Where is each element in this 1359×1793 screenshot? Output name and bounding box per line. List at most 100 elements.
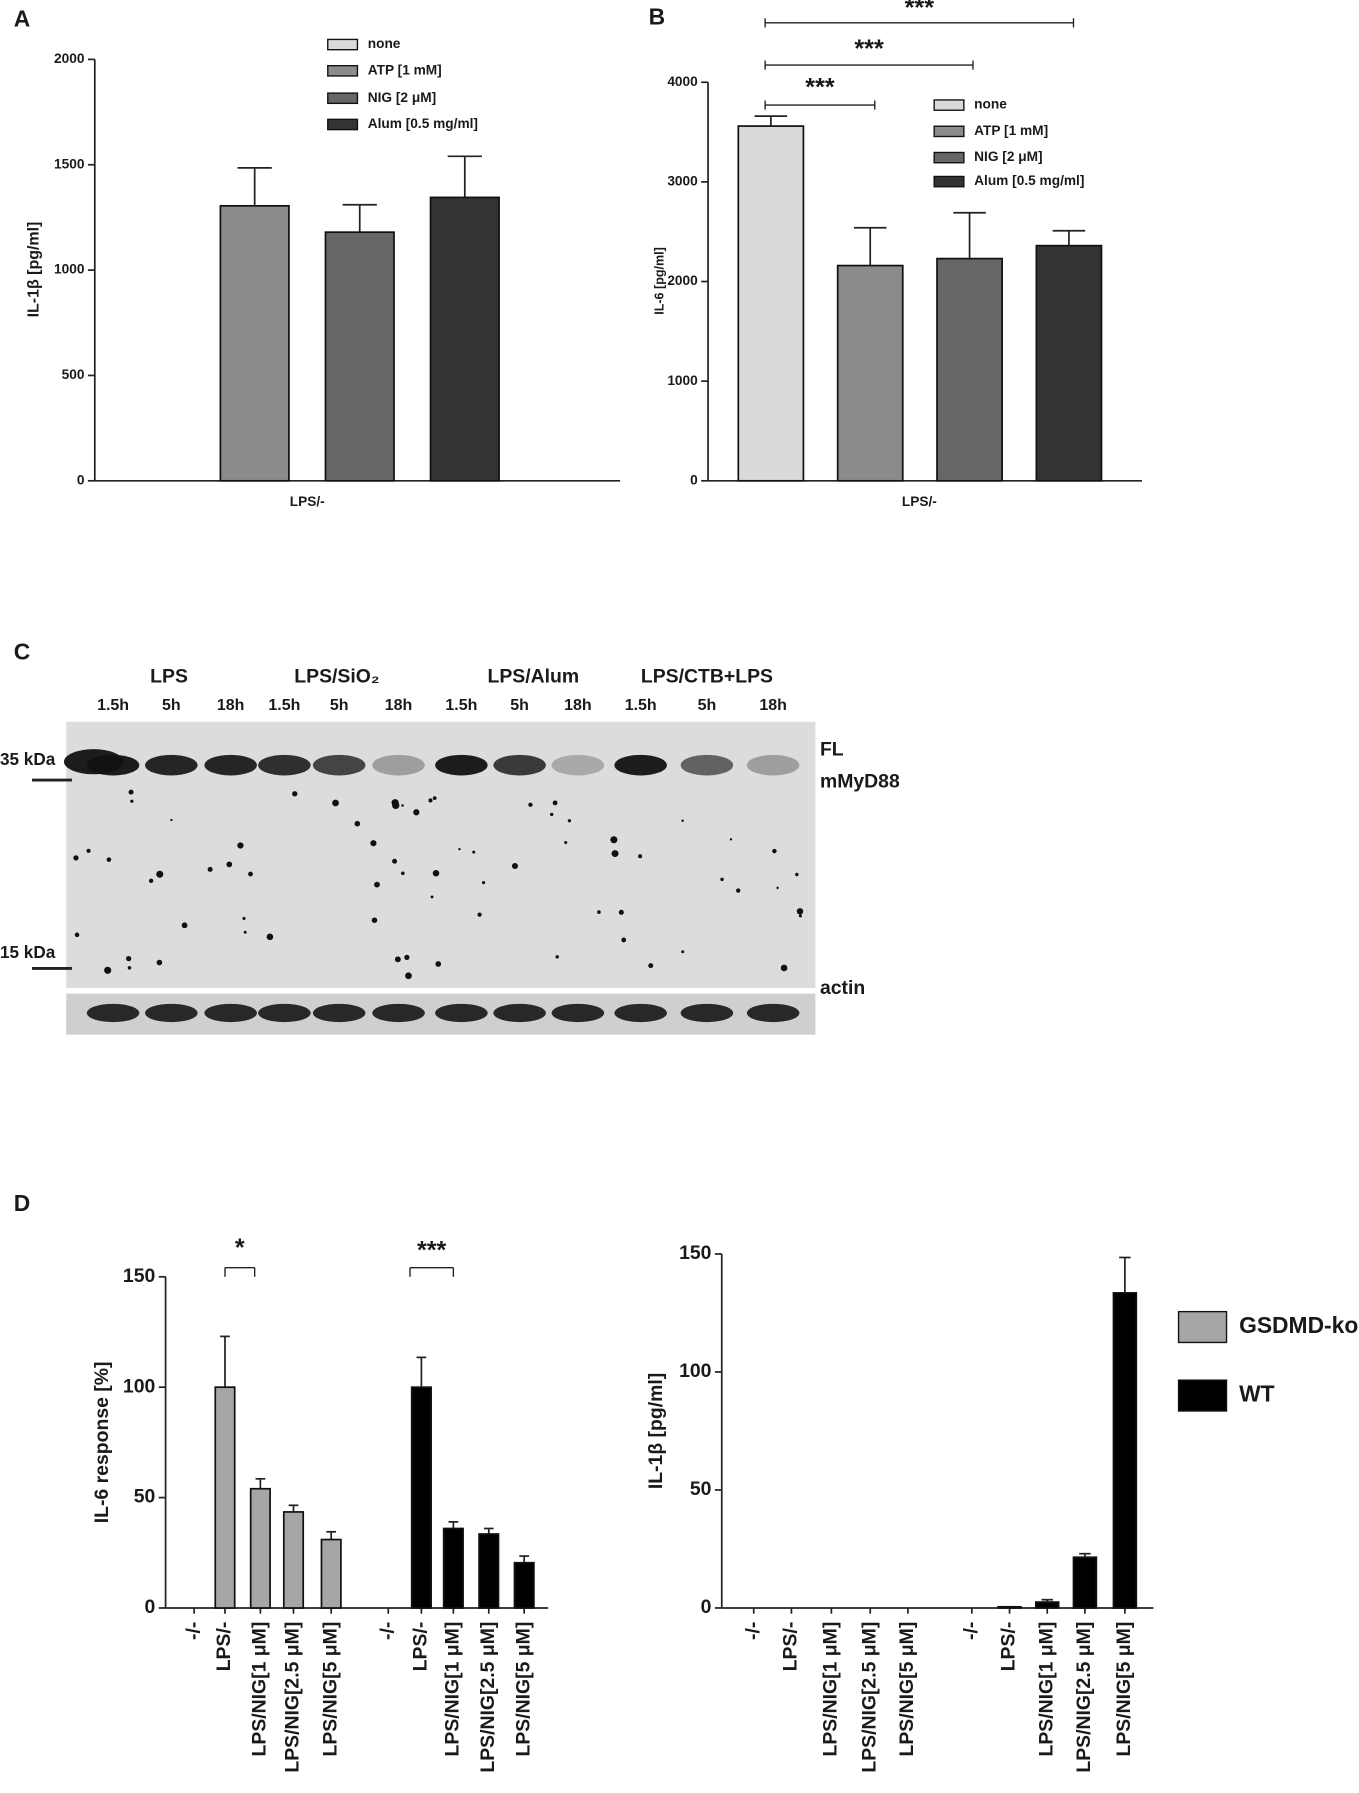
legend-swatch: [327, 64, 359, 77]
x-tick-label: -/-: [182, 1622, 204, 1640]
group-label: LPS/SiO₂: [294, 665, 379, 687]
blot-speck: [482, 881, 486, 885]
bar: [442, 1527, 464, 1609]
legend-swatch: [933, 175, 965, 188]
blot-speck: [597, 910, 601, 914]
group-label: LPS/CTB+LPS: [641, 665, 773, 687]
bar: [1034, 1601, 1060, 1609]
blot-band: [312, 754, 366, 776]
blot-band: [680, 754, 734, 776]
blot-speck: [736, 888, 741, 893]
blot-speck: [243, 930, 247, 934]
blot-speck: [432, 796, 437, 800]
blot-speck: [392, 858, 398, 864]
blot-speck: [638, 854, 643, 859]
blot-speck: [611, 850, 619, 858]
actin-band: [746, 1003, 800, 1023]
blot-speck: [73, 855, 79, 861]
y-tick-label: 0: [145, 1596, 156, 1618]
legend-label: NIG [2 μM]: [974, 149, 1042, 164]
y-tick-label: 50: [690, 1478, 712, 1500]
blot-band: [614, 754, 667, 776]
blot-speck: [370, 840, 377, 847]
blot-speck: [567, 819, 572, 823]
blot-speck: [798, 914, 802, 918]
blot-speck: [477, 912, 482, 917]
blot-speck: [528, 802, 533, 807]
blot-speck: [720, 877, 724, 882]
blot-speck: [130, 799, 134, 803]
time-label: 5h: [330, 697, 349, 714]
significance-label: ***: [805, 74, 835, 102]
legend-label: GSDMD-ko: [1239, 1312, 1358, 1338]
blot-speck: [511, 862, 518, 870]
actin-band: [551, 1003, 605, 1023]
blot-speck: [404, 954, 410, 960]
x-tick-label: LPS/-: [998, 1622, 1020, 1672]
legend-label: Alum [0.5 mg/ml]: [368, 116, 478, 131]
blot-speck: [181, 922, 188, 929]
blot-speck: [780, 964, 788, 972]
blot-speck: [106, 857, 112, 862]
blot-band: [258, 754, 311, 776]
band-label: mMyD88: [820, 770, 900, 792]
legend-label: ATP [1 mM]: [368, 62, 442, 77]
time-label: 5h: [162, 697, 181, 714]
blot-speck: [795, 872, 799, 877]
bar: [320, 1538, 342, 1609]
x-tick-label: LPS/NIG[1 μM]: [1035, 1622, 1057, 1757]
blot-speck: [472, 850, 476, 854]
blot-band: [145, 754, 198, 776]
y-axis-label: IL-1β [pg/ml]: [25, 222, 42, 318]
blot-band: [746, 754, 800, 776]
x-tick-label: LPS/NIG[1 μM]: [442, 1622, 464, 1757]
blot-speck: [237, 842, 244, 849]
significance-label: *: [235, 1234, 245, 1262]
bar: [429, 196, 500, 482]
blot-speck: [156, 959, 163, 966]
significance-label: ***: [905, 0, 935, 22]
blot-speck: [610, 836, 618, 844]
bar: [478, 1533, 500, 1609]
x-tick-label: LPS/NIG[5 μM]: [1113, 1622, 1135, 1757]
blot-speck: [648, 963, 654, 969]
bar: [836, 264, 904, 482]
y-tick-label: 150: [123, 1265, 155, 1287]
y-tick-label: 1000: [667, 373, 698, 388]
bar: [1112, 1292, 1138, 1609]
time-label: 18h: [759, 697, 787, 714]
blot-speck: [156, 870, 164, 878]
actin-band: [312, 1003, 366, 1023]
bar: [324, 231, 395, 482]
x-tick-label: LPS/NIG[5 μM]: [319, 1622, 341, 1757]
blot-band: [372, 754, 425, 776]
actin-band: [145, 1003, 198, 1023]
y-axis-label: IL-6 [pg/ml]: [652, 247, 666, 315]
y-axis-label: IL-1β [pg/ml]: [645, 1373, 667, 1489]
time-label: 1.5h: [268, 697, 300, 714]
actin-band: [435, 1003, 488, 1023]
bar: [249, 1487, 271, 1609]
bar: [997, 1605, 1022, 1609]
blot-speck: [127, 966, 132, 970]
blot-speck: [621, 937, 627, 943]
y-tick-label: 0: [701, 1596, 712, 1618]
blot-speck: [681, 819, 684, 822]
actin-band: [493, 1003, 546, 1023]
blot-speck: [391, 799, 399, 807]
marker-label: 35 kDa: [0, 749, 56, 769]
bar: [214, 1386, 236, 1609]
blot-speck: [564, 840, 568, 845]
legend-swatch: [327, 92, 359, 105]
legend-swatch: [933, 151, 965, 164]
actin-band: [680, 1003, 734, 1023]
y-tick-label: 3000: [667, 174, 698, 189]
blot-speck: [292, 791, 298, 797]
blot-speck: [401, 804, 404, 807]
actin-band: [258, 1003, 311, 1023]
legend-swatch: [1177, 1310, 1228, 1344]
x-tick-label: -/-: [376, 1622, 398, 1640]
panel-label: B: [649, 3, 666, 29]
x-tick-label: LPS/NIG[5 μM]: [512, 1622, 534, 1757]
